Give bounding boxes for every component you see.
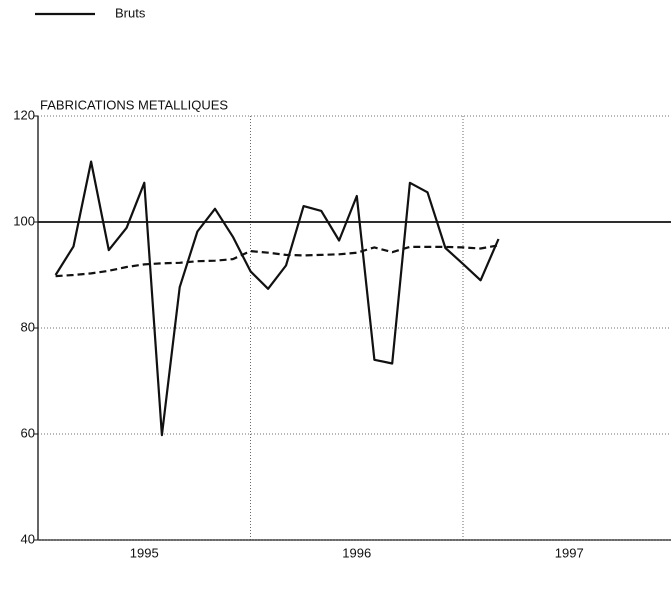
y-tick-label: 80 xyxy=(21,319,35,334)
legend-label: Bruts xyxy=(115,5,146,20)
chart-title: FABRICATIONS METALLIQUES xyxy=(40,97,228,112)
x-tick-label: 1997 xyxy=(555,545,584,560)
y-tick-label: 40 xyxy=(21,531,35,546)
data-line xyxy=(54,160,500,437)
data-line xyxy=(55,244,499,278)
y-tick-label: 120 xyxy=(13,107,35,122)
x-tick-label: 1995 xyxy=(130,545,159,560)
y-tick-label: 60 xyxy=(21,425,35,440)
y-tick-label: 100 xyxy=(13,213,35,228)
x-tick-label: 1996 xyxy=(342,545,371,560)
